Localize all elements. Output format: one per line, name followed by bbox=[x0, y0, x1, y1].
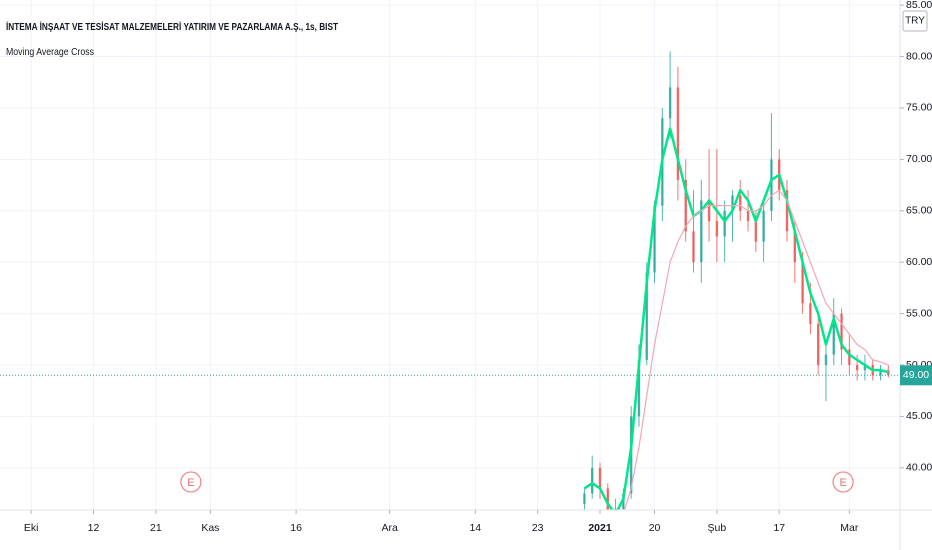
x-tick-label: 2021 bbox=[588, 522, 612, 534]
x-tick-label: Mar bbox=[840, 522, 859, 534]
x-tick-label: Kas bbox=[201, 522, 219, 534]
candle-body bbox=[816, 323, 820, 366]
earnings-label[interactable]: E bbox=[187, 477, 194, 489]
moving-average-line bbox=[583, 127, 889, 510]
candle-body bbox=[832, 313, 835, 355]
y-tick-label: 70.00 bbox=[906, 153, 932, 165]
candle-body bbox=[785, 190, 789, 232]
candle-body bbox=[614, 508, 617, 510]
candle-body bbox=[770, 159, 773, 211]
candle-body bbox=[700, 200, 703, 263]
y-tick-label: 80.00 bbox=[906, 50, 932, 62]
candle-body bbox=[692, 231, 695, 263]
y-tick-label: 75.00 bbox=[906, 102, 932, 114]
candle-body bbox=[684, 179, 687, 232]
candle-body bbox=[606, 488, 609, 510]
candle-body bbox=[739, 195, 742, 211]
y-tick-label: 85.00 bbox=[906, 0, 932, 11]
x-tick-label: 14 bbox=[469, 522, 481, 534]
chart-title: İNTEMA İNŞAAT VE TESİSAT MALZEMELERİ YAT… bbox=[6, 20, 338, 33]
candle-body bbox=[824, 354, 828, 366]
candle-body bbox=[801, 262, 804, 304]
candle-body bbox=[676, 87, 680, 180]
candle-body bbox=[583, 493, 586, 504]
candle-body bbox=[707, 200, 711, 222]
candle-body bbox=[715, 221, 719, 237]
candle-body bbox=[863, 365, 867, 371]
x-tick-label: Eki bbox=[24, 522, 39, 534]
candle-body bbox=[637, 359, 641, 417]
candle-body bbox=[668, 87, 672, 119]
candle-body bbox=[855, 365, 859, 371]
x-tick-label: 21 bbox=[150, 522, 162, 534]
y-tick-label: 55.00 bbox=[906, 307, 932, 319]
y-tick-label: 45.00 bbox=[906, 410, 932, 422]
candle-body bbox=[653, 205, 656, 273]
candle-body bbox=[809, 303, 812, 324]
x-tick-label: Ara bbox=[381, 522, 398, 534]
price-label-box bbox=[900, 365, 932, 386]
x-tick-label: 20 bbox=[649, 522, 661, 534]
candle-body bbox=[746, 210, 750, 222]
x-tick-label: 12 bbox=[88, 522, 100, 534]
y-tick-label: 65.00 bbox=[906, 205, 932, 217]
candle-body bbox=[591, 467, 594, 494]
candle-body bbox=[879, 370, 882, 376]
x-tick-label: 16 bbox=[290, 522, 302, 534]
candle-body bbox=[731, 195, 734, 211]
price-label: 49.00 bbox=[903, 369, 929, 381]
earnings-marker[interactable] bbox=[832, 471, 854, 493]
y-tick-label: 40.00 bbox=[906, 462, 932, 474]
candle-body bbox=[754, 221, 758, 242]
axes: 40.0045.0050.0055.0060.0065.0070.0075.00… bbox=[24, 0, 932, 534]
currency-box[interactable] bbox=[902, 10, 928, 32]
moving-average-line bbox=[623, 189, 889, 510]
candle-body bbox=[723, 210, 726, 237]
candle-body bbox=[840, 313, 843, 350]
grid bbox=[0, 0, 900, 510]
candle-body bbox=[793, 231, 797, 263]
x-tick-label: Şub bbox=[708, 522, 727, 534]
y-tick-label: 60.00 bbox=[906, 256, 932, 268]
x-tick-label: 23 bbox=[532, 522, 544, 534]
currency-label[interactable]: TRY bbox=[905, 16, 925, 27]
candle-body bbox=[645, 272, 648, 360]
candle-body bbox=[848, 349, 851, 366]
earnings-label[interactable]: E bbox=[839, 477, 846, 489]
candle-body bbox=[762, 210, 765, 242]
candle-body bbox=[598, 467, 602, 489]
indicator-name: Moving Average Cross bbox=[6, 46, 94, 58]
candle-body bbox=[887, 370, 890, 376]
earnings-marker[interactable] bbox=[180, 471, 202, 493]
x-tick-label: 17 bbox=[773, 522, 785, 534]
